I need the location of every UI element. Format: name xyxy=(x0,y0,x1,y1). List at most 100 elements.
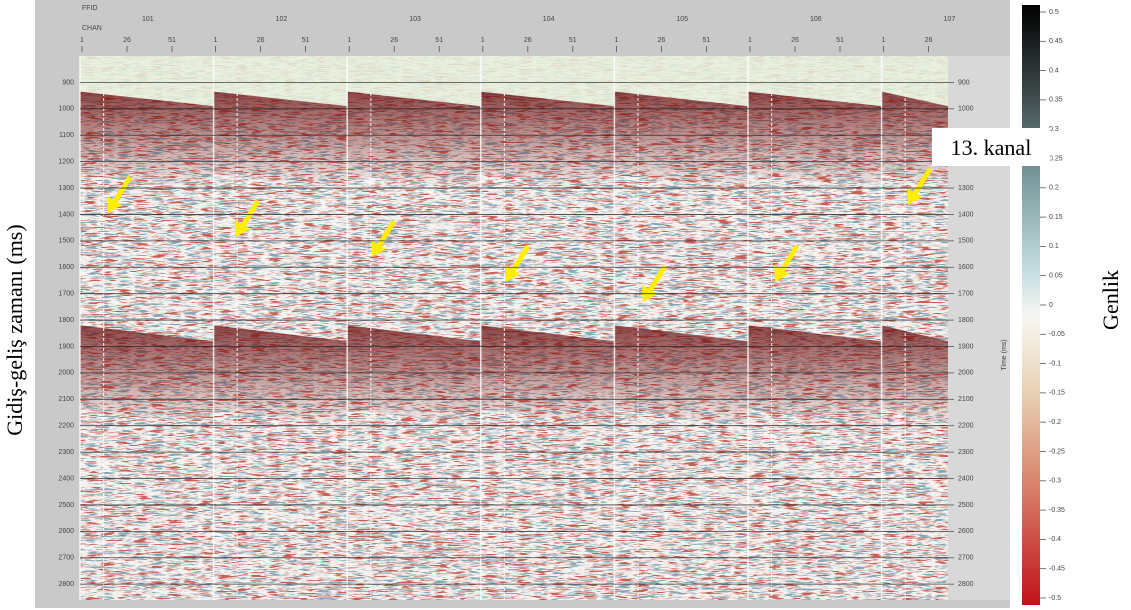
first-arrival-band xyxy=(213,91,348,189)
left-time-tick-label: 900 xyxy=(62,79,74,86)
channel-tick-label: 51 xyxy=(569,37,577,44)
colorbar-tick-label: -0.45 xyxy=(1049,566,1065,573)
colorbar-tick-label: 0.05 xyxy=(1049,273,1063,280)
colorbar xyxy=(1022,5,1040,605)
left-time-tick-label: 1500 xyxy=(58,238,74,245)
left-time-tick-label: 1600 xyxy=(58,264,74,271)
ffid-value: 102 xyxy=(276,16,288,23)
colorbar-tick-label: 0.15 xyxy=(1049,214,1063,221)
left-time-tick-label: 2100 xyxy=(58,396,74,403)
left-time-tick-label: 1200 xyxy=(58,158,74,165)
right-time-tick-label: 2100 xyxy=(958,396,974,403)
arrow-shaft xyxy=(509,244,531,274)
first-arrival-band xyxy=(748,91,882,189)
channel-tick-label: 26 xyxy=(524,37,532,44)
colorbar-tick-label: 0.45 xyxy=(1049,38,1063,45)
left-time-tick-label: 2000 xyxy=(58,370,74,377)
channel-tick-label: 51 xyxy=(435,37,443,44)
pre-arrival-zone xyxy=(614,56,748,107)
colorbar-tick-label: -0.5 xyxy=(1049,595,1061,602)
colorbar-tick-label: -0.15 xyxy=(1049,390,1065,397)
colorbar-tick-label: -0.2 xyxy=(1049,419,1061,426)
left-time-tick-label: 1000 xyxy=(58,106,74,113)
colorbar-tick-label: -0.25 xyxy=(1049,448,1065,455)
arrow-shaft xyxy=(239,199,261,229)
callout-box xyxy=(932,128,1050,166)
arrow-head xyxy=(107,196,122,213)
right-time-tick-label: 900 xyxy=(958,79,970,86)
ffid-value: 106 xyxy=(810,16,822,23)
arrow-shaft xyxy=(911,167,933,197)
channel-tick-label: 1 xyxy=(882,37,886,44)
chan-label: CHAN xyxy=(82,25,102,32)
arrow-shaft xyxy=(778,244,800,274)
second-arrival-band xyxy=(614,325,748,426)
channel-tick-label: 1 xyxy=(347,37,351,44)
ffid-label: FFID xyxy=(82,5,98,12)
right-time-tick-label: 2700 xyxy=(958,555,974,562)
first-arrival-band xyxy=(347,91,481,189)
right-time-tick-label: 1800 xyxy=(958,317,974,324)
second-arrival-band xyxy=(213,325,348,426)
channel-tick-label: 1 xyxy=(214,37,218,44)
right-time-tick-label: 2800 xyxy=(958,581,974,588)
colorbar-tick-label: -0.3 xyxy=(1049,478,1061,485)
arrow-shaft xyxy=(646,264,668,294)
channel-tick-label: 1 xyxy=(748,37,752,44)
arrow-shaft xyxy=(111,175,133,205)
decor xyxy=(79,56,948,600)
colorbar-tick-label: 0 xyxy=(1049,302,1053,309)
colorbar-tick-label: 0.4 xyxy=(1049,67,1059,74)
left-time-tick-label: 1100 xyxy=(59,132,74,139)
colorbar-tick-label: 0.35 xyxy=(1049,97,1063,104)
arrow-head xyxy=(235,220,250,237)
ffid-value: 101 xyxy=(142,16,154,23)
left-time-tick-label: 1900 xyxy=(58,343,74,350)
left-time-tick-label: 2700 xyxy=(58,555,74,562)
left-time-tick-label: 2200 xyxy=(58,423,74,430)
right-axis-label: Time (ms) xyxy=(1001,339,1008,370)
right-time-tick-label: 2000 xyxy=(958,370,974,377)
right-time-tick-label: 1700 xyxy=(958,291,974,298)
channel-tick-label: 51 xyxy=(168,37,176,44)
colorbar-tick-label: 0.3 xyxy=(1049,126,1059,133)
channel-tick-label: 26 xyxy=(658,37,666,44)
channel-tick-label: 26 xyxy=(257,37,265,44)
ffid-value: 104 xyxy=(543,16,555,23)
left-time-tick-label: 1700 xyxy=(58,291,74,298)
ffid-value: 103 xyxy=(409,16,421,23)
second-arrival-band xyxy=(347,325,481,426)
left-time-tick-label: 2800 xyxy=(58,581,74,588)
channel-tick-label: 51 xyxy=(302,37,310,44)
colorbar-tick-label: -0.4 xyxy=(1049,536,1061,543)
channel-tick-label: 26 xyxy=(390,37,398,44)
pre-arrival-zone xyxy=(213,56,348,107)
first-arrival-band xyxy=(881,91,948,189)
channel-tick-label: 51 xyxy=(703,37,711,44)
left-time-tick-label: 1400 xyxy=(58,211,74,218)
right-time-tick-label: 1600 xyxy=(958,264,974,271)
colorbar-tick-label: 0.2 xyxy=(1049,185,1059,192)
colorbar-label: Genlik xyxy=(1098,270,1123,330)
left-time-tick-label: 1800 xyxy=(58,317,74,324)
channel-tick-label: 51 xyxy=(836,37,844,44)
channel-tick-label: 26 xyxy=(791,37,799,44)
right-time-tick-label: 1300 xyxy=(958,185,974,192)
second-arrival-band xyxy=(480,325,615,426)
channel-tick-label: 1 xyxy=(614,37,618,44)
arrow-head xyxy=(907,188,922,205)
right-time-tick-label: 2200 xyxy=(958,423,974,430)
left-time-tick-label: 2600 xyxy=(58,528,74,535)
pre-arrival-zone xyxy=(881,56,948,107)
right-time-tick-label: 1900 xyxy=(958,343,974,350)
pre-arrival-zone xyxy=(480,56,615,107)
colorbar-tick-label: -0.05 xyxy=(1049,331,1065,338)
pre-arrival-zone xyxy=(80,56,214,107)
channel-tick-label: 26 xyxy=(123,37,131,44)
second-arrival-band xyxy=(748,325,882,426)
first-arrival-band xyxy=(614,91,748,189)
ffid-value: 107 xyxy=(944,16,956,23)
y-axis-label: Gidiş-geliş zamanı (ms) xyxy=(2,224,27,435)
right-time-tick-label: 1500 xyxy=(958,238,974,245)
